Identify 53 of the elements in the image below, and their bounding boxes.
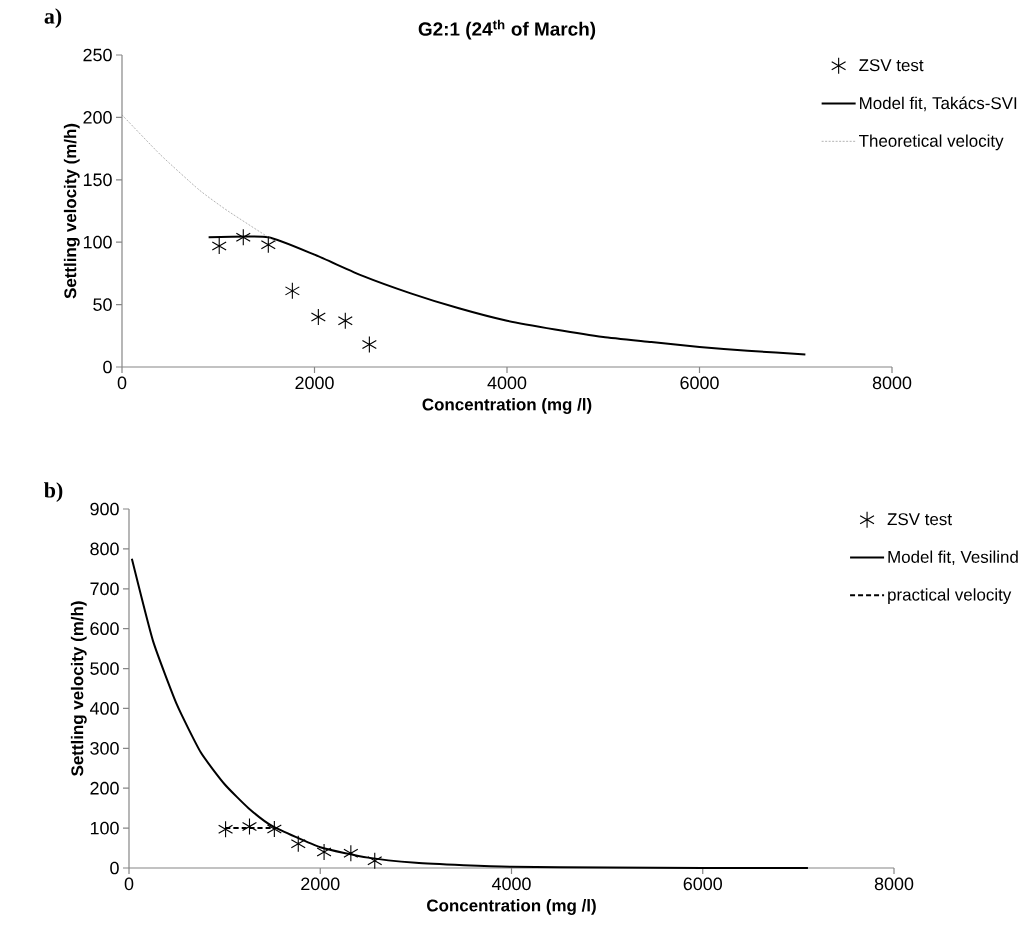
text: b) [44, 482, 63, 503]
y-tick-label: 700 [90, 582, 119, 596]
y-tick-label: 250 [83, 48, 112, 62]
y-tick-label: 200 [90, 781, 119, 795]
x-tick-label: 4000 [487, 376, 527, 390]
x-tick-label: 2000 [295, 376, 334, 390]
y-tick-label: 400 [89, 702, 119, 715]
chart-title: G2:1 (24$^{th}$ of March) [418, 19, 596, 40]
point [235, 228, 251, 246]
y-tick-label: 0 [110, 861, 119, 875]
y-tick-label: 150 [83, 173, 112, 187]
x-tick-label: 4000 [491, 877, 531, 891]
x-tick-label: 2000 [301, 877, 340, 891]
y-tick-label: 0 [103, 360, 112, 374]
y-tick-label: 50 [93, 298, 112, 311]
text: a) [44, 8, 62, 29]
point [266, 820, 282, 838]
point [343, 844, 359, 862]
y-tick-label: 900 [90, 502, 119, 516]
y-tick-label: 300 [90, 741, 119, 755]
point [290, 835, 306, 853]
y-tick-label: 200 [83, 111, 112, 124]
y-tick-label: 100 [83, 235, 112, 249]
point [284, 282, 300, 300]
x-tick-label: 6000 [680, 376, 719, 390]
legend-label: practical velocity [888, 588, 1012, 605]
point [211, 237, 227, 255]
point [310, 308, 326, 326]
y-tick-label: 500 [90, 662, 119, 675]
point [218, 820, 234, 838]
legend-label: Model fit, Takács-SVI [860, 96, 1017, 112]
x-axis-title: Concentration (mg /l) [422, 398, 592, 414]
legend-label: Model fit, Vesilind [888, 550, 1018, 565]
y-tick-label: 600 [90, 622, 119, 636]
point [316, 843, 332, 861]
x-axis-title: Concentration (mg /l) [427, 899, 596, 915]
x-tick-label: 6000 [683, 877, 722, 891]
x-tick-label: 8000 [874, 877, 914, 891]
point [361, 335, 377, 354]
y-axis-title: Settling velocity (m/h) [63, 123, 80, 299]
point [260, 236, 276, 254]
line-series [130, 557, 809, 870]
y-tick-label: 800 [90, 542, 119, 556]
point [367, 852, 383, 870]
x-tick-label: 0 [124, 877, 134, 891]
legend-label: ZSV test [887, 513, 952, 526]
x-tick-label: 8000 [872, 376, 912, 390]
y-tick-label: 100 [90, 821, 119, 835]
legend-label: Theoretical velocity [859, 134, 1004, 151]
legend-label: ZSV test [859, 59, 924, 72]
y-axis-title: Settling velocity (m/h) [70, 601, 87, 776]
point [337, 312, 353, 330]
point [242, 817, 257, 836]
